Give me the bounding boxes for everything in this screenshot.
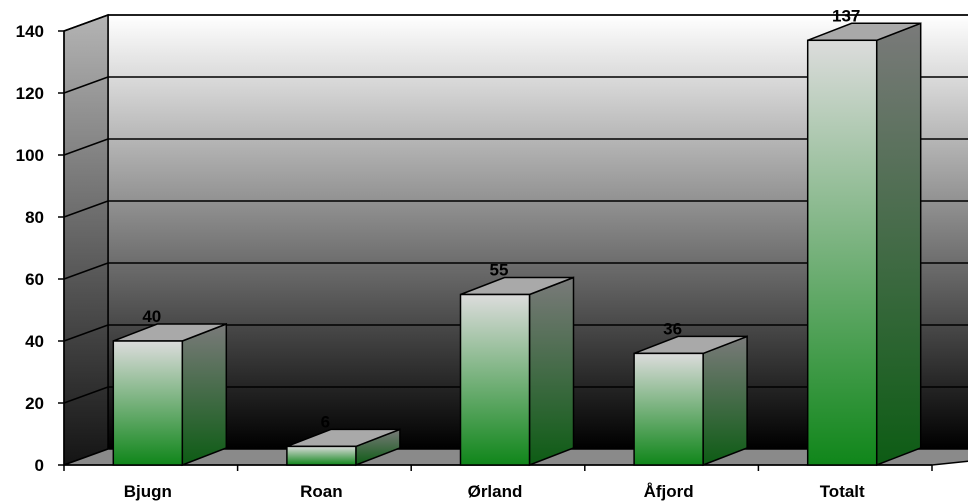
category-label: Roan — [300, 482, 343, 501]
data-label: 40 — [142, 307, 161, 326]
category-labels: Bjugn Roan Ørland Åfjord Totalt — [124, 482, 865, 501]
gridline-side — [63, 138, 109, 156]
y-tick-label: 0 — [35, 456, 44, 475]
y-tick-label: 40 — [25, 332, 44, 351]
bars — [112, 22, 922, 467]
bar-front — [112, 340, 184, 466]
category-label: Åfjord — [644, 482, 694, 501]
gridline-side — [63, 386, 109, 404]
bar-front — [286, 445, 357, 466]
y-tick-label: 60 — [25, 270, 44, 289]
data-label: 36 — [663, 319, 682, 338]
category-label: Bjugn — [124, 482, 172, 501]
bar-side — [181, 322, 228, 467]
side-wall — [63, 13, 109, 467]
bar-front — [633, 352, 704, 466]
bar — [459, 276, 575, 467]
bar — [633, 335, 748, 467]
bar-side — [875, 22, 922, 467]
gridline-side — [63, 324, 109, 342]
bar-side — [528, 276, 575, 467]
category-label: Totalt — [820, 482, 865, 501]
gridline-side — [63, 200, 109, 218]
bar-front — [459, 293, 531, 466]
y-tick-labels: 0 20 40 60 80 100 120 140 — [16, 22, 44, 475]
bar-front — [806, 39, 878, 466]
category-label: Ørland — [468, 482, 523, 501]
bar — [112, 322, 228, 467]
y-tick-label: 20 — [25, 394, 44, 413]
gridline-side — [63, 14, 109, 32]
bar — [286, 428, 401, 467]
bar — [806, 22, 922, 467]
y-tick-label: 100 — [16, 146, 44, 165]
bar-side — [702, 335, 748, 467]
y-tick-label: 80 — [25, 208, 44, 227]
y-tick-label: 120 — [16, 84, 44, 103]
gridline-side — [63, 262, 109, 280]
data-labels: 40 6 55 36 137 — [142, 6, 860, 431]
data-label: 55 — [490, 261, 509, 280]
y-tick-label: 140 — [16, 22, 44, 41]
gridline-side — [63, 76, 109, 94]
data-label: 137 — [832, 6, 860, 25]
data-label: 6 — [321, 412, 330, 431]
